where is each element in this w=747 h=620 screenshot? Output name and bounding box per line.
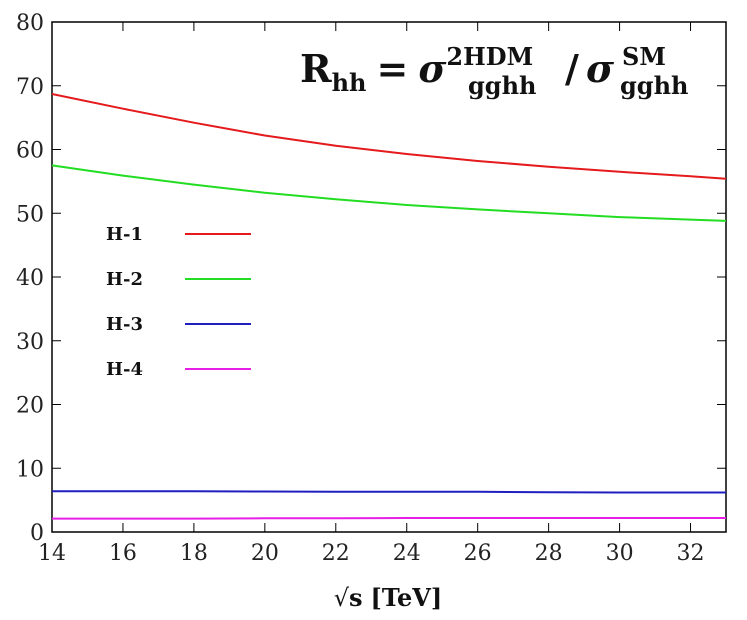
ratio-annotation: Rhh = σ2HDM [300,42,533,97]
x-tick-label: 32 [677,541,705,566]
x-tick-label: 22 [322,541,350,566]
y-tick-label: 50 [16,202,44,227]
x-tick-label: 18 [180,541,208,566]
annot-R-sub: hh [332,68,367,97]
ticks: 14 16 18 20 22 24 26 28 30 32 0 10 20 30 40 50 60 70 80 [16,11,726,566]
y-tick-label: 0 [30,521,44,546]
y-tick-label: 60 [16,139,44,164]
annot-sigma-1-sup: 2HDM [446,42,533,71]
x-tick-label: 26 [464,541,492,566]
x-tick-label: 14 [38,541,66,566]
x-axis-title: √s [TeV] [334,583,443,612]
x-tick-label: 30 [606,541,634,566]
annot-R: R [300,46,332,91]
x-axis-root: √ [334,584,350,612]
annot-eq: = [377,46,409,91]
legend-label-h-4: H-4 [106,359,143,380]
annot-sigma-2: σ [586,46,615,91]
y-tick-label: 80 [16,11,44,36]
x-tick-label: 20 [251,541,279,566]
x-tick-label: 16 [109,541,137,566]
y-tick-label: 10 [16,457,44,482]
y-tick-label: 70 [16,75,44,100]
legend-label-h-3: H-3 [106,314,143,335]
annot-sigma-1: σ [418,46,447,91]
y-tick-label: 30 [16,330,44,355]
series-line-h-3 [52,490,726,494]
legend-label-h-2: H-2 [106,269,143,290]
annot-sigma-1-sub: gghh [468,71,536,100]
x-tick-label: 24 [393,541,421,566]
annot-slash: / [565,46,579,91]
legend-label-h-1: H-1 [106,224,143,245]
x-axis-unit: [TeV] [371,583,443,612]
annot-sigma-2-sup: SM [622,42,666,71]
annot-sigma-2-sub: gghh [620,71,688,100]
x-axis-var: s [349,583,363,612]
legend: H-1 H-2 H-3 H-4 [106,224,251,380]
series-line-h-2 [51,164,727,222]
series-line-h-4 [52,517,726,520]
series-lines [51,93,727,520]
y-tick-label: 40 [16,266,44,291]
y-tick-label: 20 [16,394,44,419]
x-tick-label: 28 [535,541,563,566]
series-line-h-1 [51,93,727,180]
